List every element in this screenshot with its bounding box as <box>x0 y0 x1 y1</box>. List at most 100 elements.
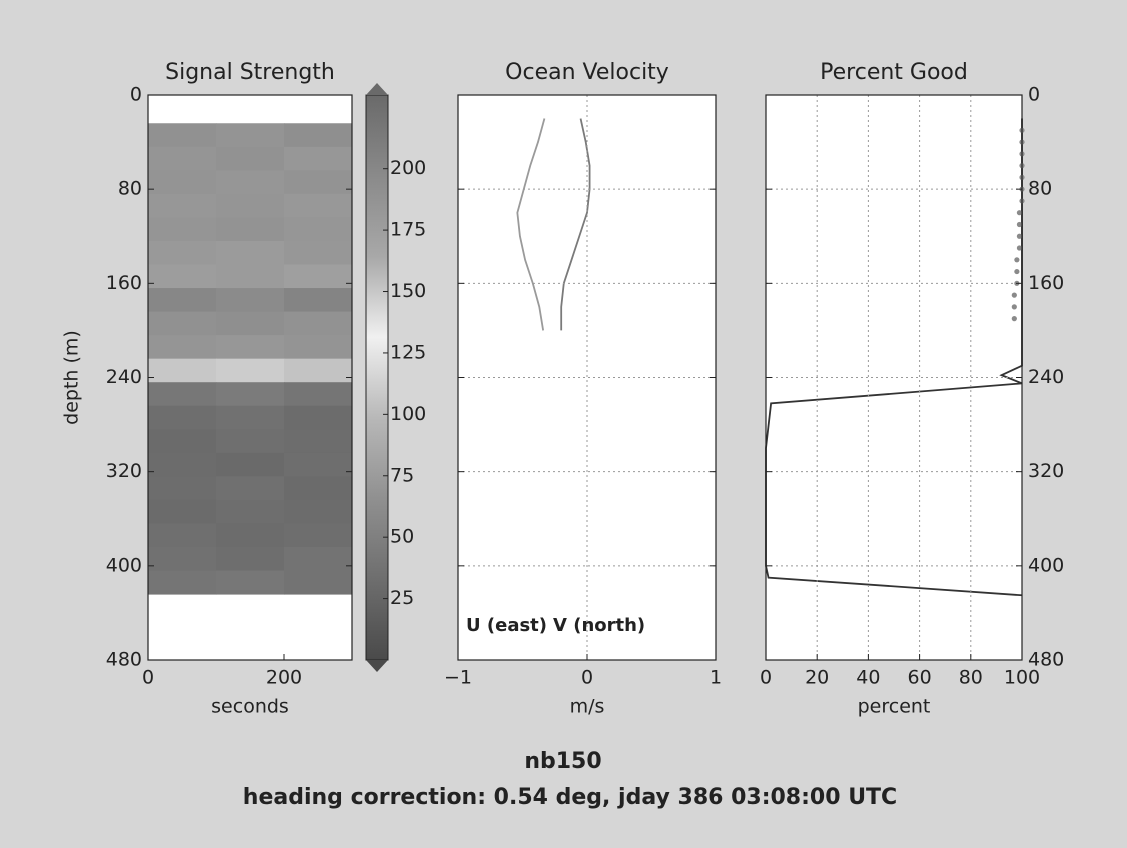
heat-cell <box>216 170 285 195</box>
heat-cell <box>284 358 353 383</box>
y-tick-label: 240 <box>1028 366 1064 388</box>
heat-cell <box>148 405 217 430</box>
heat-cell <box>284 170 353 195</box>
heat-cell <box>284 335 353 360</box>
heat-cell <box>148 146 217 171</box>
x-tick-label: 60 <box>908 667 932 689</box>
heat-cell <box>216 264 285 289</box>
heat-cell <box>216 335 285 360</box>
line <box>516 118 546 331</box>
heat-cell <box>284 523 353 548</box>
plot-area <box>766 95 1022 660</box>
heat-cell <box>148 240 217 265</box>
heat-cell <box>148 570 217 595</box>
x-tick-label: 0 <box>760 667 772 689</box>
heat-cell <box>284 547 353 572</box>
y-tick-label: 480 <box>1028 649 1064 671</box>
chart-title: Ocean Velocity <box>505 60 669 85</box>
heat-cell <box>148 476 217 501</box>
dot <box>1011 292 1017 298</box>
heat-cell <box>284 476 353 501</box>
chart-title: Percent Good <box>820 60 968 85</box>
colorbar-tick-label: 175 <box>390 219 426 241</box>
y-tick-label: 0 <box>130 84 142 106</box>
y-tick-label: 160 <box>106 272 142 294</box>
heat-cell <box>216 405 285 430</box>
y-axis-label: depth (m) <box>61 330 83 425</box>
heat-cell <box>148 193 217 218</box>
heat-cell <box>216 193 285 218</box>
y-tick-label: 160 <box>1028 272 1064 294</box>
heat-cell <box>216 499 285 524</box>
y-tick-label: 320 <box>106 460 142 482</box>
x-tick-label: 80 <box>959 667 983 689</box>
dot <box>1011 304 1017 310</box>
x-tick-label: −1 <box>444 667 472 689</box>
heat-cell <box>148 358 217 383</box>
y-tick-label: 80 <box>118 178 142 200</box>
colorbar-extend <box>366 660 388 672</box>
heat-cell <box>148 123 217 148</box>
heat-cell <box>284 452 353 477</box>
heat-cell <box>284 429 353 454</box>
heat-cell <box>284 405 353 430</box>
heat-cell <box>284 217 353 242</box>
heat-cell <box>148 429 217 454</box>
plot-frame <box>147 94 353 661</box>
colorbar-tick-label: 150 <box>390 280 426 302</box>
heat-cell <box>216 123 285 148</box>
legend-entry: V (north) <box>553 615 645 636</box>
heat-cell <box>148 217 217 242</box>
dot <box>1014 268 1020 275</box>
x-tick-label: 100 <box>1004 667 1040 689</box>
chart-title: Signal Strength <box>165 60 335 85</box>
heat-cell <box>216 476 285 501</box>
heat-cell <box>216 382 285 407</box>
heat-cell <box>148 382 217 407</box>
heat-cell <box>148 452 217 477</box>
heat-cell <box>284 123 353 148</box>
colorbar-tick-label: 25 <box>390 587 414 609</box>
dot <box>1016 210 1023 216</box>
y-tick-label: 400 <box>1028 554 1064 576</box>
heat-cell <box>284 240 353 265</box>
heat-cell <box>284 311 353 336</box>
y-tick-label: 320 <box>1028 460 1064 482</box>
footer-line: nb150 <box>524 749 601 774</box>
plot-frame <box>765 94 1023 661</box>
heat-cell <box>216 523 285 548</box>
line <box>765 118 1023 597</box>
y-tick-label: 480 <box>106 649 142 671</box>
colorbar-tick-label: 200 <box>390 157 426 179</box>
heat-cell <box>148 335 217 360</box>
colorbar-tick-label: 50 <box>390 526 414 548</box>
y-tick-label: 400 <box>106 554 142 576</box>
dot <box>1011 316 1017 322</box>
footer-line: heading correction: 0.54 deg, jday 386 0… <box>243 785 897 810</box>
y-tick-label: 0 <box>1028 84 1040 106</box>
heat-cell <box>216 358 285 383</box>
heat-cell <box>284 264 353 289</box>
heat-cell <box>284 193 353 218</box>
heat-cell <box>284 570 353 595</box>
colorbar-extend <box>366 83 388 95</box>
heat-cell <box>148 288 217 313</box>
heat-cell <box>216 429 285 454</box>
x-tick-label: 1 <box>710 667 722 689</box>
x-axis-label: seconds <box>211 696 289 718</box>
heat-cell <box>148 311 217 336</box>
heat-cell <box>216 146 285 171</box>
dot <box>1016 245 1023 251</box>
heat-cell <box>148 170 217 195</box>
colorbar-tick-label: 100 <box>390 403 426 425</box>
colorbar <box>365 94 389 661</box>
heat-cell <box>148 523 217 548</box>
heat-cell <box>284 499 353 524</box>
plot-frame <box>457 94 717 661</box>
y-tick-label: 80 <box>1028 178 1052 200</box>
x-axis-label: percent <box>858 696 931 718</box>
heat-cell <box>284 146 353 171</box>
colorbar-tick-label: 75 <box>390 464 414 486</box>
dot <box>1016 221 1023 228</box>
heat-cell <box>148 499 217 524</box>
